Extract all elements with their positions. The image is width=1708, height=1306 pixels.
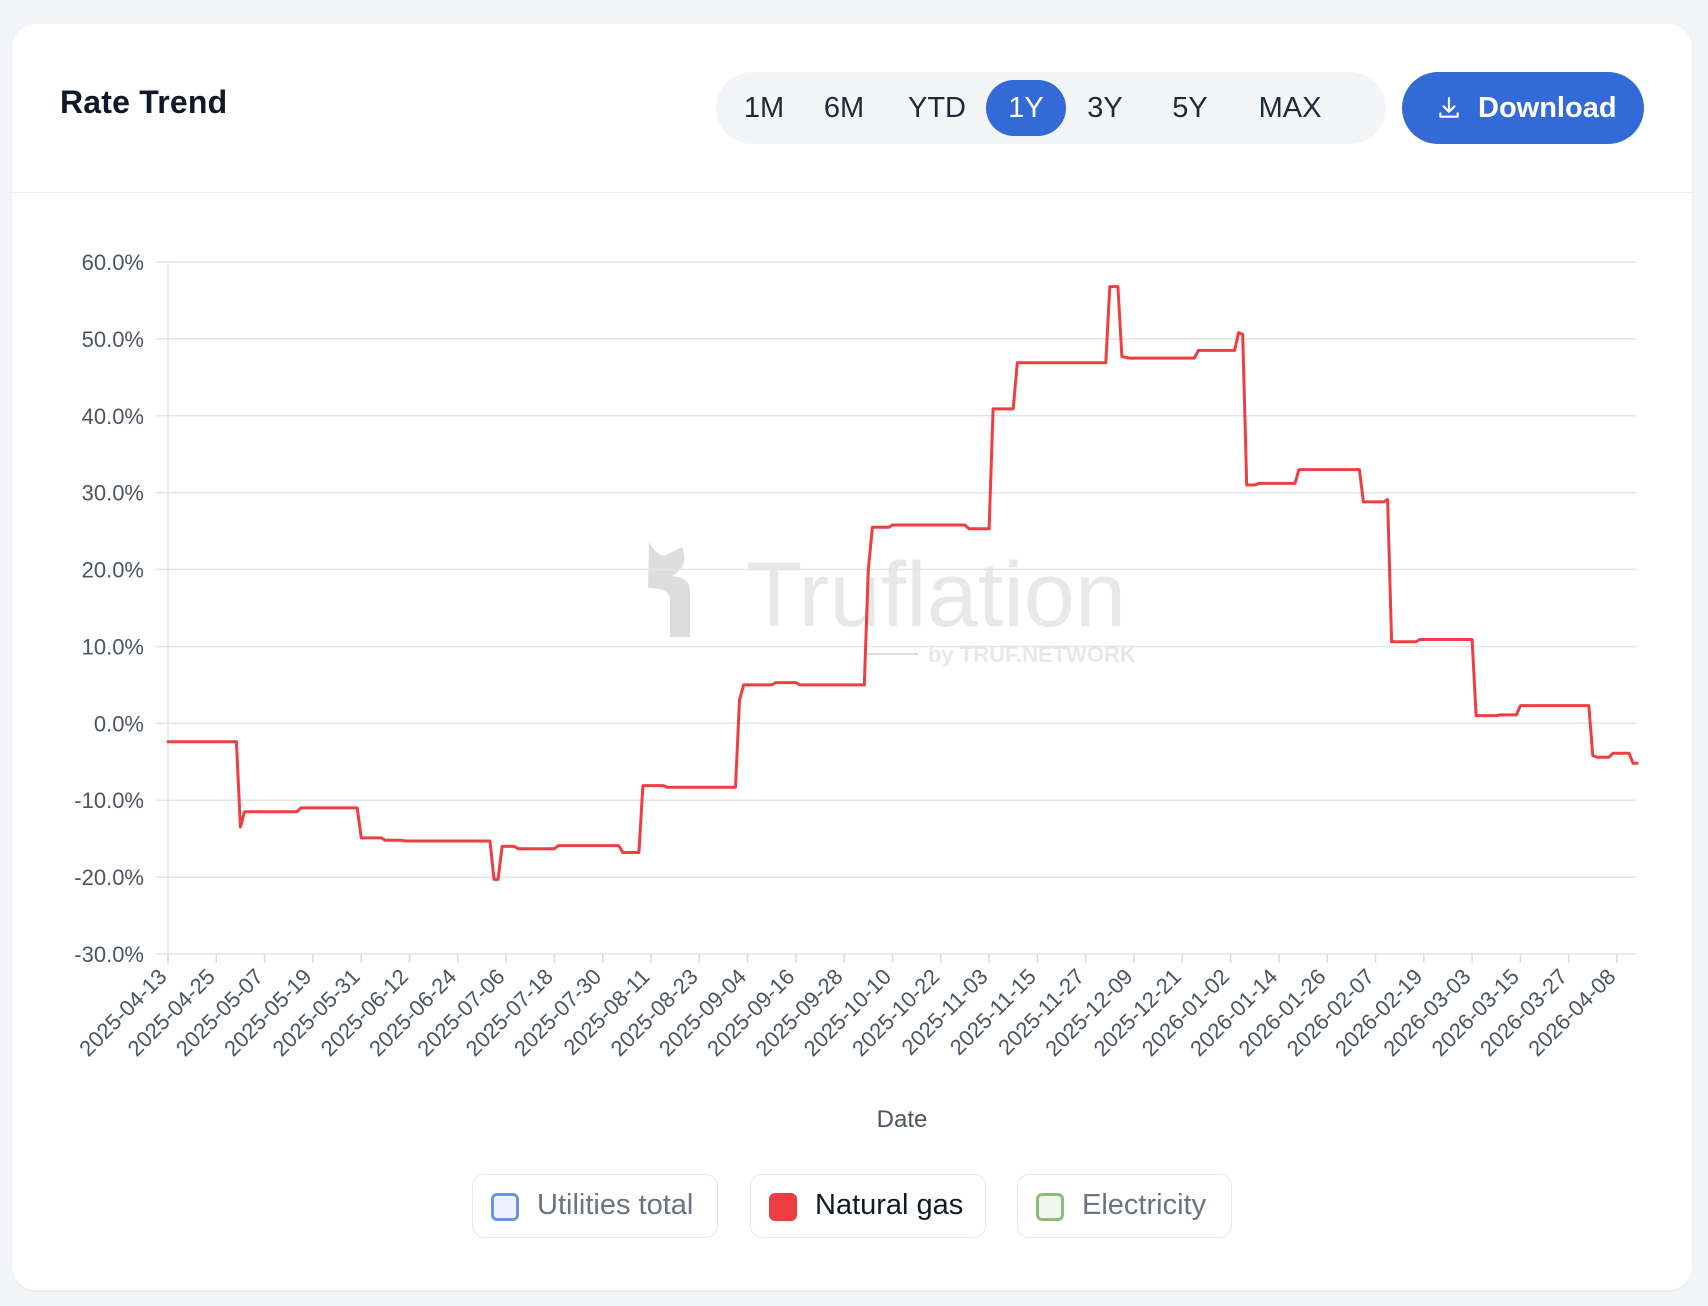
range-button-1m[interactable]: 1M [743,92,785,124]
legend-swatch [769,1193,797,1221]
range-button-5y[interactable]: 5Y [1172,92,1208,124]
range-button-max[interactable]: MAX [1258,92,1322,124]
y-tick-label: 0.0% [94,711,144,736]
x-axis-title: Date [877,1106,928,1133]
y-tick-label: -30.0% [74,942,144,967]
legend-item-utilities-total[interactable]: Utilities total [472,1174,718,1238]
chart-grid [156,261,1636,964]
y-tick-label: -10.0% [74,788,144,813]
range-button-3y[interactable]: 3Y [1087,92,1123,124]
y-tick-label: 20.0% [82,558,144,583]
download-icon [1439,97,1459,118]
y-tick-label: 50.0% [82,327,144,352]
legend-label: Electricity [1082,1189,1207,1221]
y-tick-label: 60.0% [82,250,144,275]
chart-card: Rate Trend 1M 6M YTD 1Y 3Y 5Y MAX Downlo… [12,24,1692,1290]
series-line-natural-gas [166,285,1639,881]
series-layer [166,285,1639,881]
legend-swatch [491,1193,519,1221]
y-axis: 60.0% 50.0% 40.0% 30.0% 20.0% 10.0% 0.0% -10.0%… [74,250,144,967]
range-button-1y[interactable]: 1Y [986,80,1066,136]
watermark-brand: Truflation [746,544,1126,646]
x-axis: 2025-04-132025-04-252025-05-072025-05-19… [74,964,1620,1061]
truflation-logo-mark [648,540,690,637]
legend-label: Natural gas [815,1189,964,1221]
legend-item-electricity[interactable]: Electricity [1017,1174,1232,1238]
legend-swatch [1036,1193,1064,1221]
download-button[interactable]: Download [1402,72,1644,144]
legend-item-natural-gas[interactable]: Natural gas [750,1174,986,1238]
legend-label: Utilities total [537,1189,694,1221]
range-button-6m[interactable]: 6M [823,92,865,124]
page-title: Rate Trend [60,84,228,120]
y-tick-label: -20.0% [74,865,144,890]
y-tick-label: 40.0% [82,404,144,429]
y-tick-label: 10.0% [82,634,144,659]
y-tick-label: 30.0% [82,481,144,506]
download-label: Download [1478,92,1617,124]
card-header: Rate Trend 1M 6M YTD 1Y 3Y 5Y MAX Downlo… [12,24,1692,193]
line-chart: Truflation by TRUF.NETWORK 60.0% 50.0% 40.… [74,250,1639,1133]
time-range-selector: 1M 6M YTD 1Y 3Y 5Y MAX [716,72,1386,144]
range-button-ytd[interactable]: YTD [908,92,966,124]
truflation-watermark: Truflation by TRUF.NETWORK [648,540,1136,667]
